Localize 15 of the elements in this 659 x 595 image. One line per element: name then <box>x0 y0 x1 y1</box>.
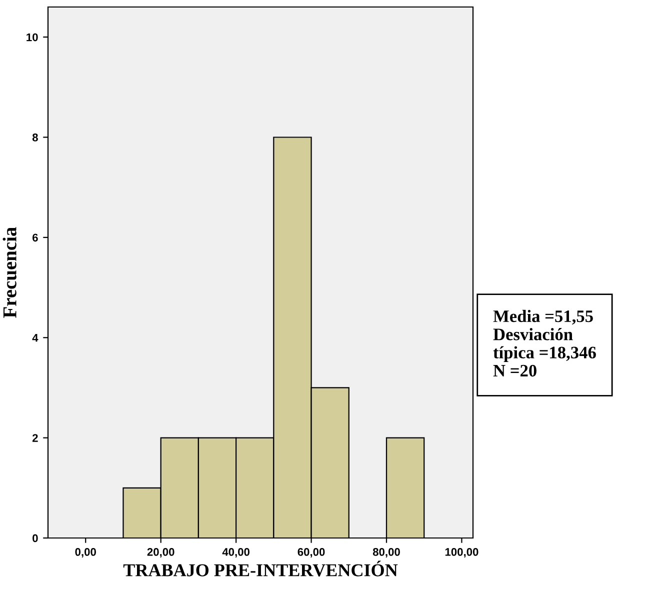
text: Media =51,55 Desviación típica =18,346 N =20 <box>493 310 596 377</box>
y-tick-label: 6 <box>32 234 38 242</box>
y-tick-label: 4 <box>32 334 38 342</box>
x-axis-title: TRABAJO PRE-INTERVENCIÓN <box>123 560 398 576</box>
x-tick-label: 80,00 <box>372 548 400 558</box>
x-tick-label: 40,00 <box>222 548 250 558</box>
y-tick-label: 0 <box>32 534 38 542</box>
x-tick-label: 100,00 <box>445 548 478 558</box>
x-tick-label: 20,00 <box>147 548 174 558</box>
y-tick-label: 2 <box>32 434 38 442</box>
y-tick-label: 8 <box>32 134 38 142</box>
y-tick-label: 10 <box>26 33 38 42</box>
x-tick-label: 60,00 <box>298 548 325 558</box>
x-tick-label: 0,00 <box>75 548 96 558</box>
y-axis-title: Frecuencia <box>2 227 16 318</box>
